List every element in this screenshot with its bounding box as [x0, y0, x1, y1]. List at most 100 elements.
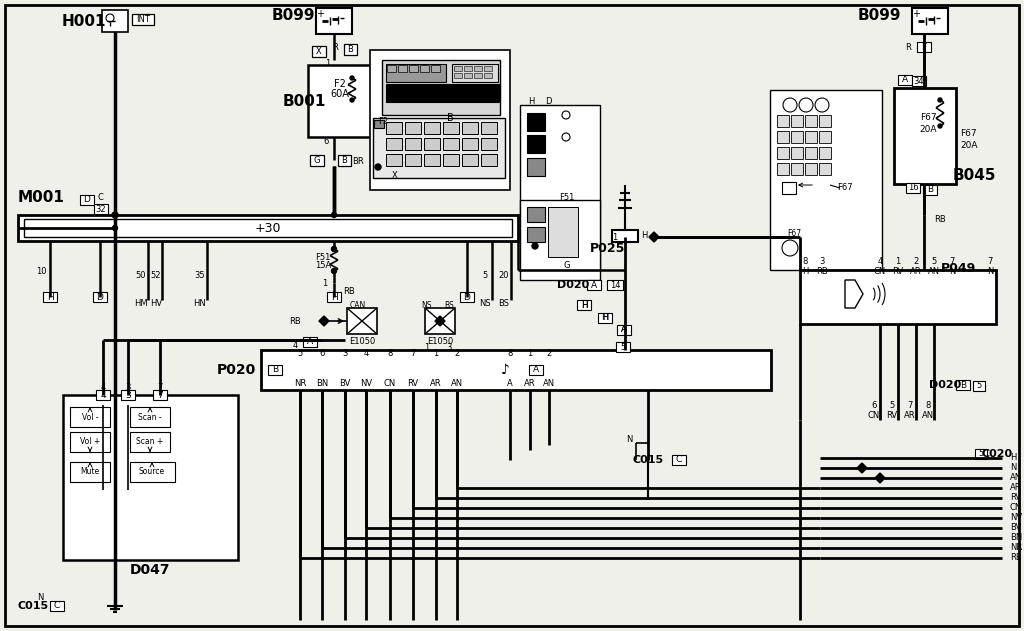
Bar [819, 131, 831, 143]
Bar [316, 8, 352, 34]
Text: 4: 4 [364, 350, 369, 358]
Text: N: N [37, 593, 43, 601]
Text: R: R [905, 42, 911, 52]
Bar [373, 118, 505, 178]
Bar [63, 395, 238, 560]
Bar [338, 155, 351, 166]
Bar [94, 204, 108, 214]
Text: A: A [622, 326, 627, 334]
Text: 32: 32 [95, 204, 106, 213]
Text: H: H [802, 268, 808, 276]
Text: 60A: 60A [331, 89, 349, 99]
Text: NV: NV [1010, 514, 1022, 522]
Text: 8: 8 [803, 257, 808, 266]
Bar [452, 64, 498, 82]
Text: 20A: 20A [961, 141, 978, 150]
Circle shape [332, 247, 337, 252]
Text: P025: P025 [590, 242, 626, 254]
Text: 16: 16 [907, 184, 919, 192]
Bar [268, 365, 282, 375]
Polygon shape [649, 232, 659, 242]
Text: RB: RB [816, 268, 827, 276]
Text: AR: AR [524, 379, 536, 387]
Text: 7: 7 [158, 384, 163, 392]
Circle shape [113, 225, 118, 230]
Text: HM: HM [134, 298, 147, 307]
Bar [443, 154, 459, 166]
Text: NS: NS [422, 300, 432, 309]
Bar [898, 75, 912, 85]
Bar [454, 73, 462, 78]
Bar [130, 407, 170, 427]
Text: CN: CN [1010, 504, 1022, 512]
Text: 4: 4 [293, 341, 298, 350]
Bar [777, 147, 790, 159]
Text: A: A [902, 76, 908, 85]
Bar [462, 138, 478, 150]
Text: 15A: 15A [314, 261, 331, 271]
Text: 7: 7 [411, 350, 416, 358]
Text: B099: B099 [858, 8, 901, 23]
Circle shape [332, 269, 336, 273]
Text: H001: H001 [62, 15, 106, 30]
Bar [616, 342, 630, 352]
Text: B099: B099 [272, 8, 315, 23]
Bar [612, 230, 638, 242]
Bar [310, 155, 324, 166]
Text: 14: 14 [609, 281, 621, 290]
Bar [18, 215, 518, 241]
Text: 5: 5 [621, 343, 626, 351]
Text: BN: BN [1010, 533, 1022, 543]
Bar [70, 462, 110, 482]
Bar [484, 66, 492, 71]
Bar [347, 308, 377, 334]
Bar [24, 219, 512, 237]
Bar [791, 115, 803, 127]
Text: ♪: ♪ [501, 363, 509, 377]
Bar [906, 183, 920, 193]
Text: HN: HN [194, 298, 207, 307]
Bar [912, 76, 926, 86]
Text: RB: RB [1010, 553, 1022, 562]
Text: 1: 1 [612, 232, 617, 242]
Text: 5: 5 [297, 350, 303, 358]
Bar [672, 455, 686, 465]
Text: 3: 3 [125, 384, 131, 392]
Text: F51: F51 [315, 252, 331, 261]
Text: C020: C020 [982, 449, 1013, 459]
Text: B: B [347, 45, 353, 54]
Text: 35: 35 [195, 271, 206, 280]
Text: 7: 7 [949, 257, 954, 266]
Bar [481, 154, 497, 166]
Text: CN: CN [868, 411, 880, 420]
Text: 6: 6 [324, 136, 329, 146]
Text: X: X [392, 172, 398, 180]
Text: AR: AR [1010, 483, 1022, 493]
Text: N: N [987, 268, 993, 276]
Bar [918, 42, 931, 52]
Bar [425, 308, 455, 334]
Polygon shape [874, 473, 885, 483]
Bar [398, 65, 407, 72]
Text: 4: 4 [878, 257, 883, 266]
Text: C015: C015 [633, 455, 664, 465]
Text: NR: NR [294, 379, 306, 387]
Bar [386, 84, 500, 102]
Text: D020: D020 [557, 280, 589, 290]
Bar [912, 8, 948, 34]
Bar [386, 138, 402, 150]
Bar [132, 14, 154, 25]
Bar [800, 270, 996, 324]
Text: F67: F67 [838, 184, 853, 192]
Text: BN: BN [315, 379, 328, 387]
Bar [782, 182, 796, 194]
Bar [153, 390, 167, 400]
Text: H: H [47, 293, 53, 302]
Bar [43, 292, 57, 302]
Circle shape [112, 212, 118, 218]
Text: P020: P020 [217, 363, 256, 377]
Bar [520, 200, 600, 270]
Bar [819, 163, 831, 175]
Text: 6: 6 [871, 401, 877, 410]
Bar [462, 122, 478, 134]
